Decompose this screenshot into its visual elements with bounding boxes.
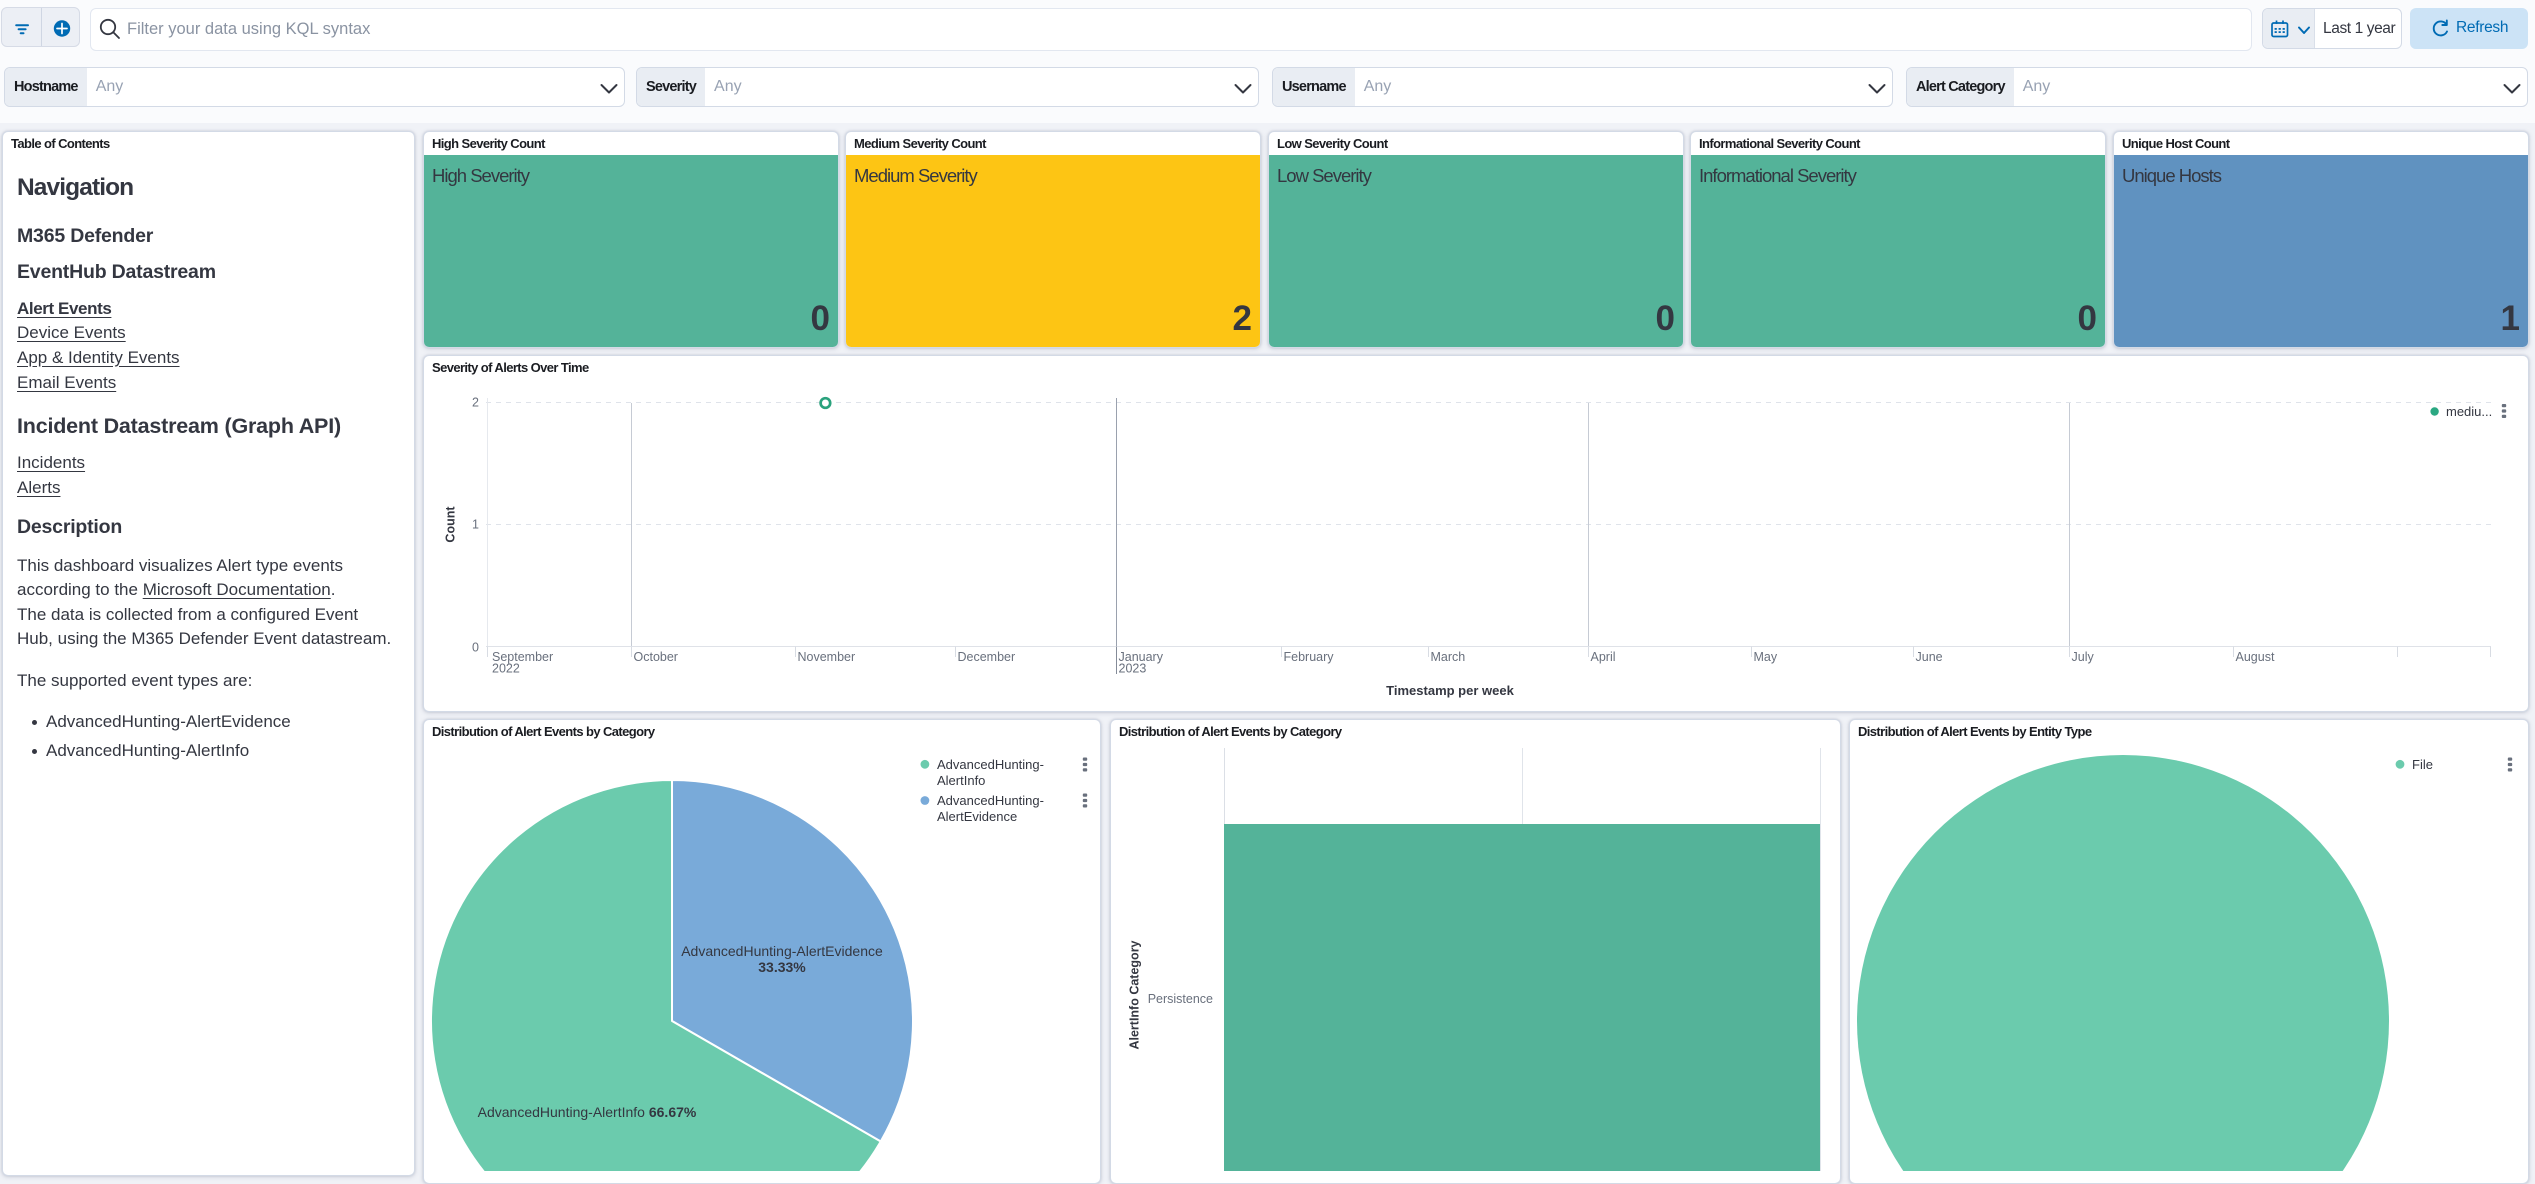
svg-text:AdvancedHunting-AlertInfo 66.6: AdvancedHunting-AlertInfo 66.67%	[478, 1104, 697, 1120]
svg-text:May: May	[1754, 650, 1778, 664]
svg-text:Timestamp per week: Timestamp per week	[1386, 683, 1514, 698]
svg-text:2023: 2023	[1119, 662, 1147, 676]
svg-text:AlertInfo Category: AlertInfo Category	[1128, 940, 1142, 1049]
svg-text:33.33%: 33.33%	[758, 959, 806, 975]
svg-text:February: February	[1284, 650, 1335, 664]
svg-text:AdvancedHunting-: AdvancedHunting-	[937, 757, 1044, 772]
svg-text:0: 0	[472, 641, 479, 655]
svg-text:2: 2	[472, 396, 479, 410]
svg-text:April: April	[1591, 650, 1616, 664]
svg-text:1: 1	[472, 518, 479, 532]
svg-text:June: June	[1916, 650, 1943, 664]
svg-text:March: March	[1431, 650, 1466, 664]
svg-text:2022: 2022	[492, 662, 520, 676]
svg-text:AdvancedHunting-AlertEvidence: AdvancedHunting-AlertEvidence	[681, 943, 883, 959]
svg-text:January: January	[1119, 650, 1164, 664]
svg-text:November: November	[798, 650, 856, 664]
svg-text:AlertInfo: AlertInfo	[937, 773, 985, 788]
svg-text:September: September	[492, 650, 553, 664]
svg-text:August: August	[2236, 650, 2275, 664]
svg-text:October: October	[634, 650, 678, 664]
svg-text:mediu...: mediu...	[2446, 404, 2492, 419]
svg-text:AdvancedHunting-: AdvancedHunting-	[937, 793, 1044, 808]
svg-text:December: December	[958, 650, 1016, 664]
svg-text:Persistence: Persistence	[1148, 992, 1213, 1006]
svg-text:AlertEvidence: AlertEvidence	[937, 809, 1017, 824]
svg-text:Count: Count	[444, 506, 458, 543]
svg-text:File: File	[2412, 757, 2433, 772]
svg-text:July: July	[2072, 650, 2095, 664]
